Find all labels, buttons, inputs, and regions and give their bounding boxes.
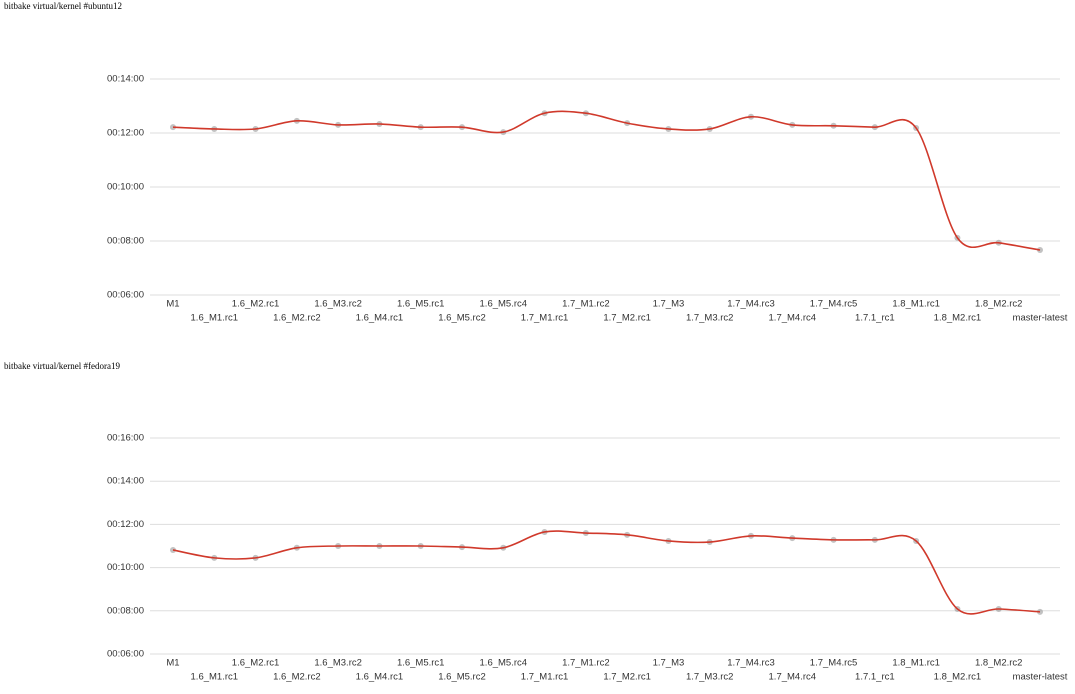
x-tick-label: 1.7.1_rc1 <box>855 313 895 324</box>
y-tick-label: 00:06:00 <box>107 290 144 301</box>
trend-line <box>172 530 1041 615</box>
x-tick-label: M1 <box>166 658 179 669</box>
x-tick-label: 1.7_M1.rc1 <box>521 672 569 683</box>
y-tick-label: 00:06:00 <box>107 649 144 660</box>
x-tick-label: 1.8_M2.rc1 <box>934 313 982 324</box>
data-point <box>170 124 176 131</box>
y-tick-label: 00:10:00 <box>107 182 144 193</box>
x-tick-label: 1.8_M2.rc1 <box>934 672 982 683</box>
x-tick-label: 1.7_M2.rc1 <box>603 313 651 324</box>
y-tick-label: 00:08:00 <box>107 605 144 616</box>
x-tick-label: 1.6_M1.rc1 <box>191 313 239 324</box>
chart-title: bitbake virtual/kernel #fedora19 <box>4 361 120 371</box>
x-tick-label: 1.7_M4.rc4 <box>769 672 817 683</box>
x-tick-label: 1.8_M2.rc2 <box>975 658 1023 669</box>
x-tick-label: 1.7_M2.rc1 <box>603 672 651 683</box>
x-tick-label: 1.6_M5.rc1 <box>397 658 445 669</box>
x-tick-label: 1.6_M3.rc2 <box>314 299 362 310</box>
x-tick-label: 1.6_M5.rc2 <box>438 313 486 324</box>
x-tick-label: 1.7_M4.rc3 <box>727 299 775 310</box>
x-tick-label: 1.8_M2.rc2 <box>975 299 1023 310</box>
x-tick-label: 1.6_M2.rc1 <box>232 658 280 669</box>
x-tick-label: 1.7_M1.rc2 <box>562 299 610 310</box>
x-tick-label: 1.6_M5.rc4 <box>480 299 528 310</box>
x-tick-label: 1.7_M1.rc2 <box>562 658 610 669</box>
x-tick-label: 1.7.1_rc1 <box>855 672 895 683</box>
x-tick-label: M1 <box>166 299 179 310</box>
y-tick-label: 00:10:00 <box>107 562 144 573</box>
x-tick-label: 1.7_M4.rc5 <box>810 658 858 669</box>
x-tick-label: 1.7_M1.rc1 <box>521 313 569 324</box>
x-tick-label: 1.7_M3.rc2 <box>686 313 734 324</box>
x-tick-label: master-latest <box>1013 672 1068 683</box>
y-tick-label: 00:12:00 <box>107 519 144 530</box>
x-tick-label: 1.6_M2.rc2 <box>273 313 321 324</box>
x-tick-label: 1.7_M4.rc3 <box>727 658 775 669</box>
trend-line <box>172 110 1041 251</box>
y-tick-label: 00:14:00 <box>107 476 144 487</box>
x-tick-label: 1.6_M4.rc1 <box>356 672 404 683</box>
y-tick-label: 00:14:00 <box>107 74 144 85</box>
x-tick-label: 1.6_M2.rc2 <box>273 672 321 683</box>
x-tick-label: 1.7_M3 <box>653 658 685 669</box>
chart-title: bitbake virtual/kernel #ubuntu12 <box>4 1 122 11</box>
x-tick-label: 1.6_M5.rc2 <box>438 672 486 683</box>
x-tick-label: 1.7_M4.rc4 <box>769 313 817 324</box>
x-tick-label: 1.6_M5.rc1 <box>397 299 445 310</box>
x-tick-label: 1.8_M1.rc1 <box>892 299 940 310</box>
y-tick-label: 00:16:00 <box>107 433 144 444</box>
x-tick-label: 1.6_M2.rc1 <box>232 299 280 310</box>
x-tick-label: 1.8_M1.rc1 <box>892 658 940 669</box>
x-tick-label: master-latest <box>1013 313 1068 324</box>
x-tick-label: 1.6_M3.rc2 <box>314 658 362 669</box>
y-tick-label: 00:12:00 <box>107 128 144 139</box>
x-tick-label: 1.6_M4.rc1 <box>356 313 404 324</box>
y-tick-label: 00:08:00 <box>107 236 144 247</box>
x-tick-label: 1.7_M4.rc5 <box>810 299 858 310</box>
x-tick-label: 1.7_M3.rc2 <box>686 672 734 683</box>
x-tick-label: 1.6_M1.rc1 <box>191 672 239 683</box>
x-tick-label: 1.7_M3 <box>653 299 685 310</box>
x-tick-label: 1.6_M5.rc4 <box>480 658 528 669</box>
